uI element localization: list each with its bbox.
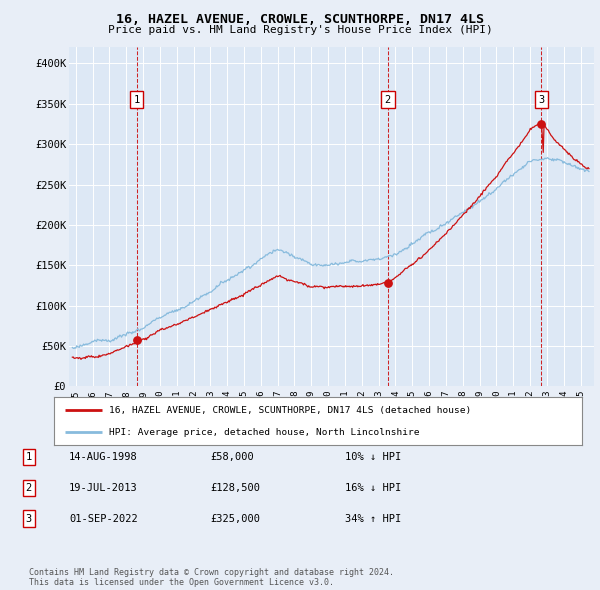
Text: 1: 1 (26, 453, 32, 462)
Text: 3: 3 (538, 95, 544, 104)
Text: 01-SEP-2022: 01-SEP-2022 (69, 514, 138, 523)
Point (132, 335, 142, 345)
Text: £325,000: £325,000 (210, 514, 260, 523)
Text: 16, HAZEL AVENUE, CROWLE, SCUNTHORPE, DN17 4LS (detached house): 16, HAZEL AVENUE, CROWLE, SCUNTHORPE, DN… (109, 406, 472, 415)
Text: £128,500: £128,500 (210, 483, 260, 493)
Text: 14-AUG-1998: 14-AUG-1998 (69, 453, 138, 462)
Point (536, 119, 546, 129)
Text: 19-JUL-2013: 19-JUL-2013 (69, 483, 138, 493)
Text: 34% ↑ HPI: 34% ↑ HPI (345, 514, 401, 523)
Text: 2: 2 (26, 483, 32, 493)
Text: 16, HAZEL AVENUE, CROWLE, SCUNTHORPE, DN17 4LS: 16, HAZEL AVENUE, CROWLE, SCUNTHORPE, DN… (116, 13, 484, 26)
Text: HPI: Average price, detached house, North Lincolnshire: HPI: Average price, detached house, Nort… (109, 428, 420, 437)
Text: 3: 3 (26, 514, 32, 523)
Text: 16% ↓ HPI: 16% ↓ HPI (345, 483, 401, 493)
Text: Price paid vs. HM Land Registry's House Price Index (HPI): Price paid vs. HM Land Registry's House … (107, 25, 493, 35)
Text: 2: 2 (385, 95, 391, 104)
Text: Contains HM Land Registry data © Crown copyright and database right 2024.
This d: Contains HM Land Registry data © Crown c… (29, 568, 394, 587)
Text: 1: 1 (134, 95, 140, 104)
Text: £58,000: £58,000 (210, 453, 254, 462)
Point (383, 278, 392, 287)
Text: 10% ↓ HPI: 10% ↓ HPI (345, 453, 401, 462)
